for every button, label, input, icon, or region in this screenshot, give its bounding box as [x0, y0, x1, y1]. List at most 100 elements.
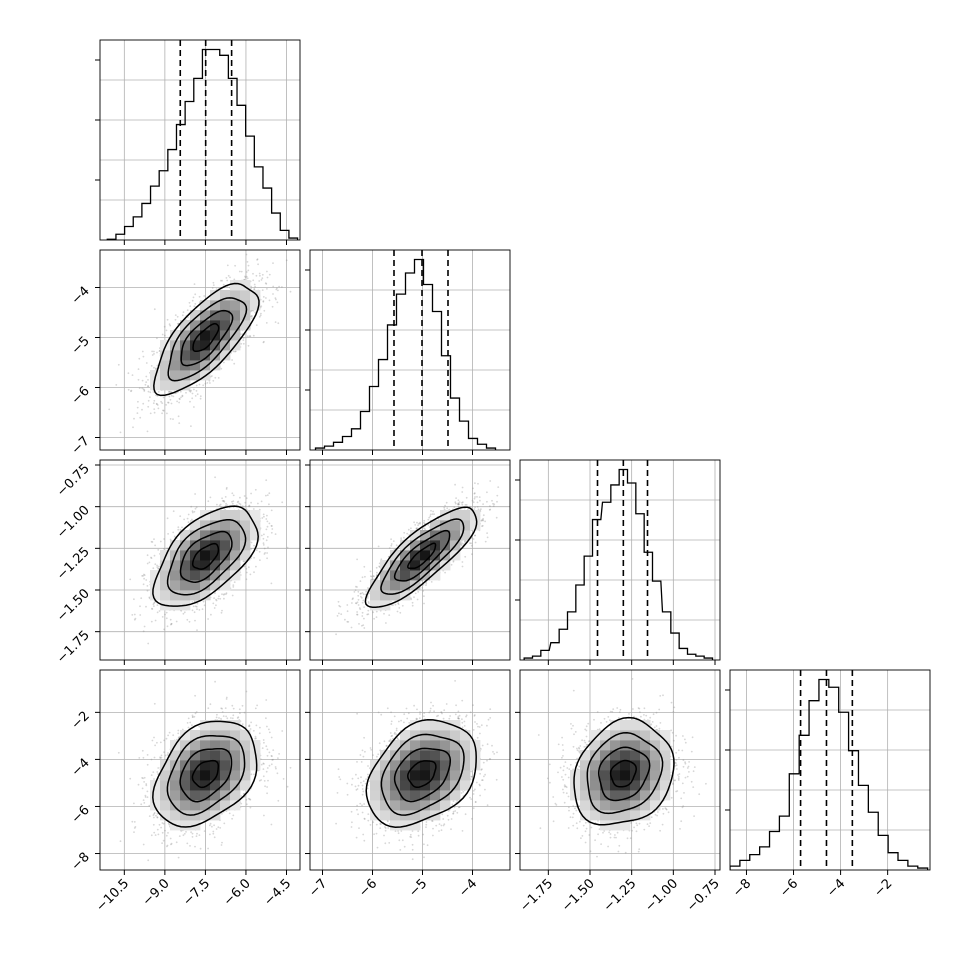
density-cell [180, 320, 191, 331]
sample-point [193, 305, 196, 308]
sample-point [262, 513, 265, 516]
density-cell [190, 340, 201, 351]
sample-point [209, 382, 211, 384]
sample-point [224, 496, 227, 498]
density-cell [180, 560, 191, 571]
sample-point [223, 500, 226, 503]
sample-point [463, 507, 466, 510]
sample-point [185, 391, 187, 394]
sample-point [203, 604, 206, 607]
density-cell [160, 560, 171, 571]
sample-point [155, 394, 157, 397]
sample-point [131, 614, 134, 616]
sample-point [266, 552, 268, 554]
sample-point [257, 263, 259, 266]
sample-point [204, 382, 207, 385]
sample-point [225, 593, 227, 596]
sample-point [167, 401, 169, 404]
density-cell [230, 520, 241, 531]
histogram-step-2 [523, 468, 714, 660]
sample-point [250, 287, 253, 290]
density-cell [170, 580, 181, 591]
sample-point [138, 387, 141, 389]
sample-point [199, 397, 202, 400]
sample-point [268, 522, 271, 525]
sample-point [266, 557, 268, 560]
sample-point [191, 299, 194, 302]
sample-point [189, 305, 192, 308]
sample-point [222, 283, 225, 286]
density-cell [160, 550, 171, 561]
sample-point [254, 488, 257, 491]
sample-point [190, 505, 193, 508]
sample-point [177, 528, 180, 531]
density-cell [150, 570, 161, 581]
joint-panel-1-0 [100, 250, 300, 450]
sample-point [210, 613, 212, 616]
sample-point [226, 504, 229, 506]
sample-point [169, 618, 172, 621]
density-cell [230, 280, 241, 291]
sample-point [265, 479, 268, 482]
sample-point [217, 377, 220, 379]
sample-point [222, 593, 225, 596]
sample-point [195, 384, 198, 387]
sample-point [275, 298, 277, 301]
sample-point [142, 388, 145, 391]
sample-point [181, 526, 183, 529]
density-cell [170, 340, 181, 351]
sample-point [214, 476, 217, 479]
sample-point [390, 538, 392, 541]
sample-point [266, 276, 269, 279]
sample-point [119, 431, 122, 434]
sample-point [238, 270, 241, 273]
sample-point [181, 394, 184, 397]
sample-point [248, 504, 251, 507]
sample-point [238, 502, 241, 505]
sample-point [132, 426, 134, 429]
density-cell [210, 550, 221, 561]
sample-point [194, 395, 197, 397]
sample-point [145, 579, 148, 581]
sample-point [177, 526, 180, 529]
density-cell [220, 290, 231, 301]
sample-point [165, 404, 168, 406]
sample-point [178, 398, 181, 401]
histogram-panel-0 [100, 40, 300, 240]
sample-point [262, 542, 265, 545]
sample-point [253, 556, 256, 559]
sample-point [233, 581, 236, 583]
sample-point [247, 269, 250, 272]
sample-point [244, 501, 247, 504]
sample-point [195, 605, 198, 608]
sample-point [265, 528, 268, 531]
density-cell [180, 540, 191, 551]
sample-point [191, 609, 194, 612]
sample-point [252, 272, 254, 275]
sample-point [146, 589, 149, 592]
sample-point [231, 502, 234, 505]
sample-point [225, 277, 228, 279]
sample-point [131, 374, 134, 376]
sample-point [219, 597, 222, 600]
sample-point [253, 571, 255, 574]
sample-point [139, 605, 141, 608]
sample-point [277, 322, 280, 325]
sample-point [186, 309, 189, 311]
sample-point [243, 495, 246, 497]
density-cell [210, 520, 221, 531]
sample-point [141, 379, 144, 382]
sample-point [251, 317, 253, 319]
sample-point [245, 578, 248, 581]
sample-point [270, 525, 273, 527]
sample-point [375, 610, 378, 613]
density-cell [210, 290, 221, 301]
sample-point [147, 385, 149, 388]
sample-point [193, 406, 195, 408]
sample-point [153, 554, 156, 557]
sample-point [166, 412, 168, 415]
sample-point [250, 492, 253, 495]
sample-point [198, 609, 201, 611]
sample-point [169, 324, 172, 327]
sample-point [166, 517, 169, 520]
